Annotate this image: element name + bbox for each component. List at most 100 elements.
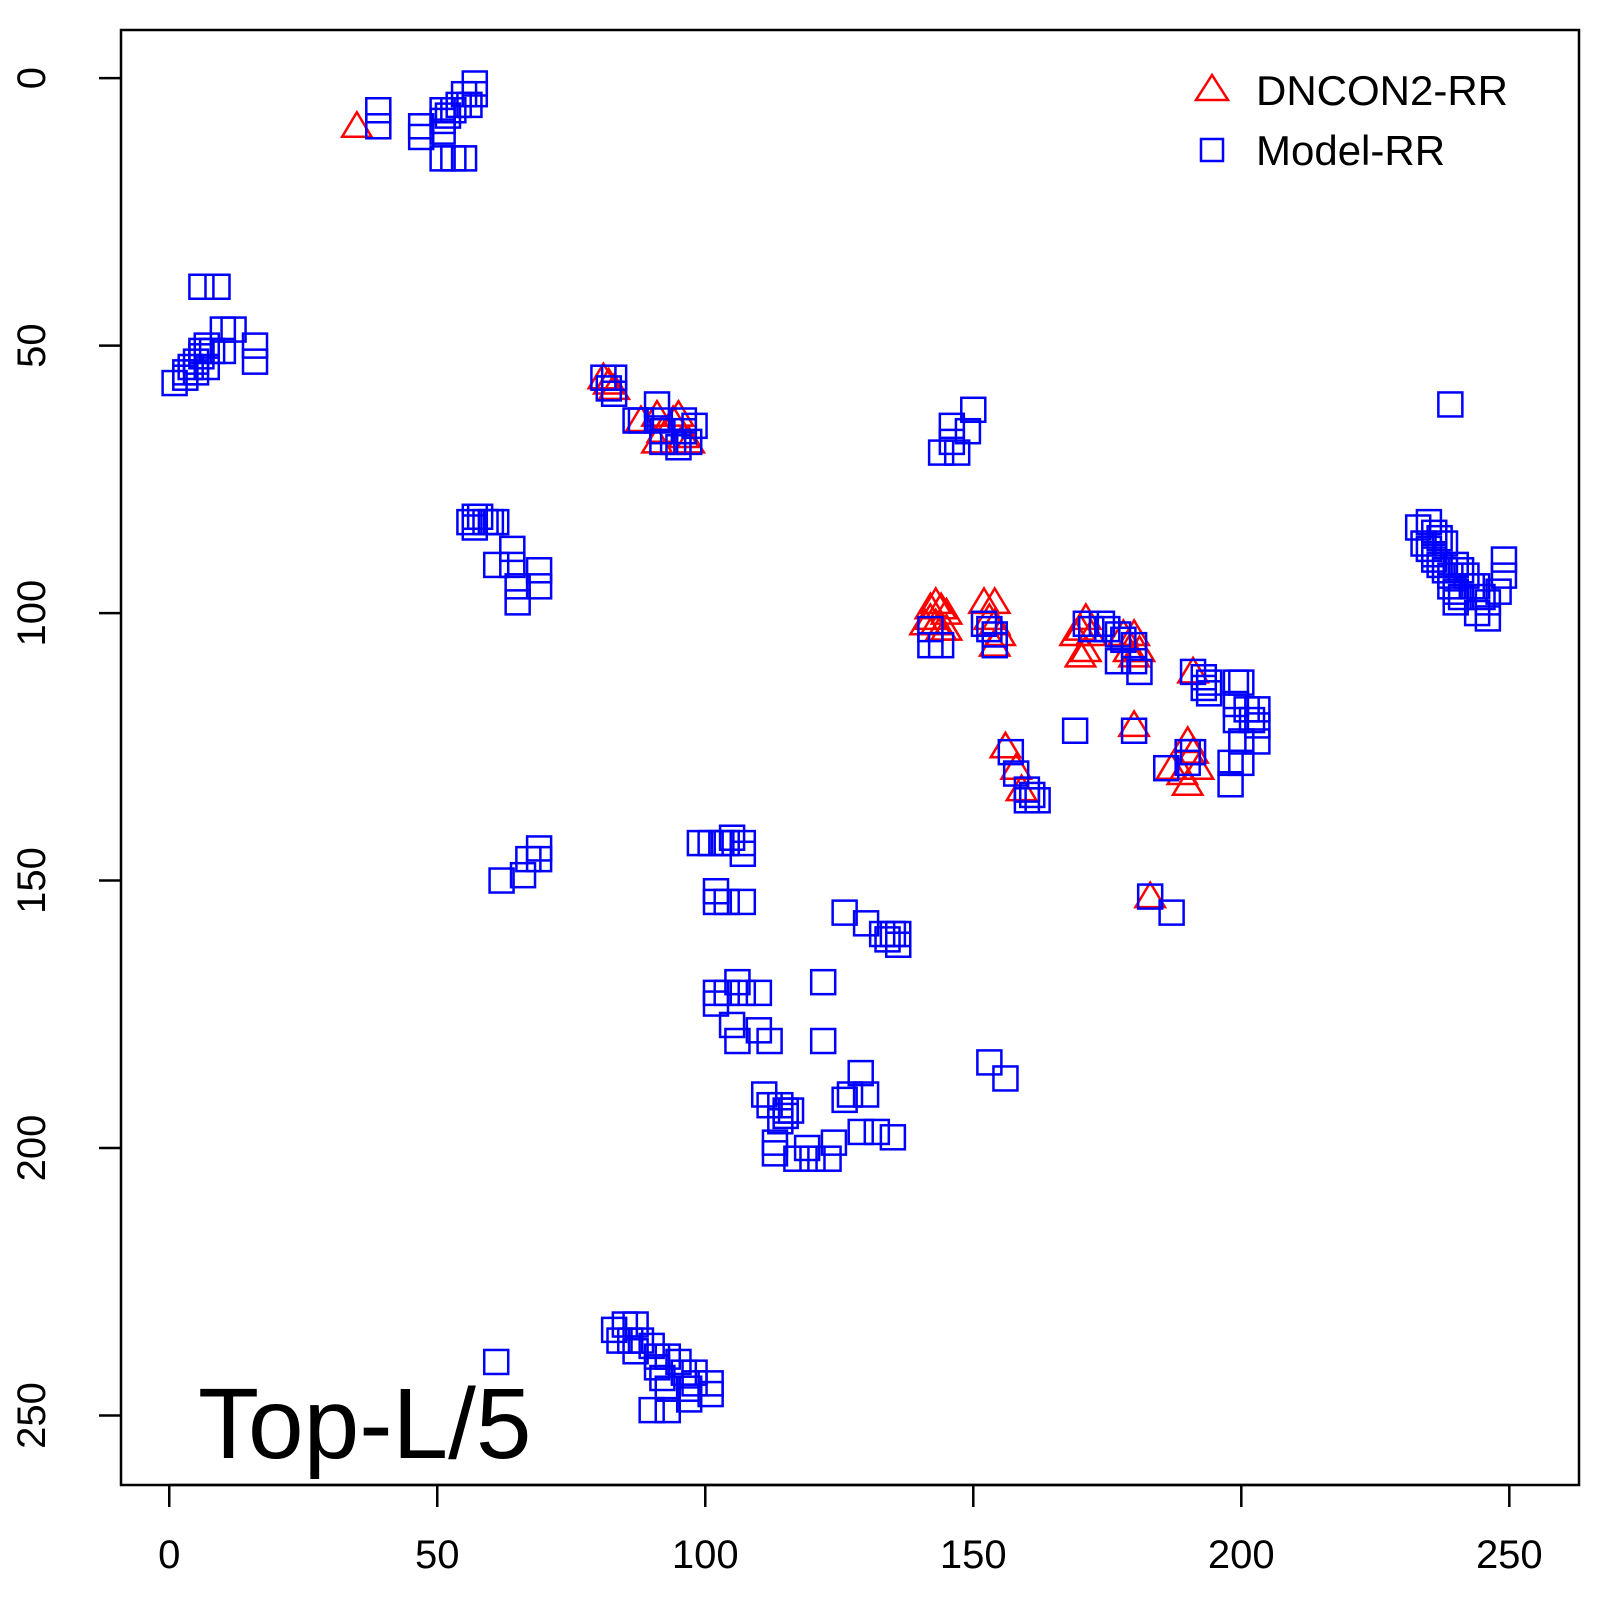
model-rr-point <box>461 514 489 541</box>
model-rr-point <box>638 1332 665 1360</box>
model-rr-point <box>1404 514 1432 541</box>
model-rr-point <box>643 1354 671 1381</box>
model-rr-point <box>675 428 703 456</box>
model-rr-point <box>761 1140 789 1167</box>
model-rr-point <box>241 332 269 359</box>
model-rr-point <box>1228 749 1255 777</box>
model-rr-point <box>1437 391 1464 418</box>
points-layer <box>161 70 1518 1424</box>
model-rr-point <box>852 910 880 937</box>
model-rr-point <box>884 931 912 958</box>
model-rr-point <box>724 1027 751 1055</box>
model-rr-point <box>365 96 392 124</box>
model-rr-point <box>1233 696 1260 723</box>
model-rr-point <box>1442 551 1469 579</box>
model-rr-point <box>809 968 837 996</box>
y-tick-label: 100 <box>10 580 54 647</box>
model-rr-point <box>461 80 489 108</box>
dncon2-rr-point <box>1117 708 1152 738</box>
model-rr-point <box>1120 631 1148 659</box>
model-rr-point <box>600 364 628 391</box>
model-rr-point <box>482 551 510 579</box>
model-rr-point <box>713 829 740 857</box>
legend-label-model: Model-RR <box>1256 127 1445 174</box>
model-rr-point <box>831 899 858 926</box>
model-rr-point <box>365 113 392 140</box>
model-rr-point <box>654 1375 681 1402</box>
model-rr-point <box>643 391 671 418</box>
model-rr-point <box>681 1370 708 1397</box>
model-rr-point <box>702 990 730 1017</box>
model-rr-point <box>600 1316 628 1344</box>
model-rr-point <box>1158 899 1185 926</box>
model-rr-point <box>525 835 553 862</box>
model-rr-point <box>515 845 542 873</box>
model-rr-point <box>847 1059 874 1087</box>
model-rr-point <box>1431 557 1459 584</box>
legend: DNCON2-RR Model-RR <box>1193 67 1508 174</box>
model-rr-point <box>852 1081 880 1108</box>
model-rr-point <box>1228 728 1255 755</box>
model-rr-point <box>1244 728 1271 755</box>
model-rr-point <box>1190 674 1218 702</box>
model-rr-point <box>1469 583 1496 611</box>
model-rr-point <box>724 968 751 996</box>
model-rr-point <box>970 610 998 638</box>
model-rr-point <box>1094 615 1121 643</box>
model-rr-point <box>938 428 966 456</box>
model-rr-point <box>622 1338 649 1365</box>
model-rr-point <box>627 407 655 434</box>
legend-triangle-marker <box>1193 72 1231 102</box>
model-rr-point <box>713 979 740 1007</box>
model-rr-point <box>1238 706 1266 734</box>
model-rr-point <box>1410 530 1437 557</box>
model-rr-point <box>654 1396 681 1424</box>
model-rr-point <box>815 1145 842 1172</box>
model-rr-point <box>1421 519 1448 547</box>
model-rr-point <box>1437 573 1464 600</box>
model-rr-point <box>161 369 188 397</box>
model-rr-point <box>1453 562 1480 589</box>
model-rr-point <box>665 1348 692 1376</box>
model-rr-point <box>1228 669 1255 696</box>
y-axis: 0 50 100 150 200 250 <box>10 67 121 1449</box>
model-rr-point <box>1002 760 1030 787</box>
model-rr-point <box>868 920 896 948</box>
dncon2-rr-point <box>1063 639 1098 668</box>
legend-label-dncon2: DNCON2-RR <box>1256 67 1508 114</box>
model-rr-point <box>407 123 435 151</box>
model-rr-point <box>927 631 955 659</box>
model-rr-point <box>622 1311 649 1338</box>
y-tick-label: 150 <box>10 847 54 914</box>
model-rr-point <box>745 1017 773 1044</box>
model-rr-point <box>960 396 987 424</box>
model-rr-point <box>713 888 740 916</box>
model-rr-point <box>241 348 269 375</box>
model-rr-point <box>1463 599 1491 627</box>
model-rr-point <box>659 428 687 456</box>
model-rr-point <box>482 508 510 536</box>
model-rr-point <box>675 1386 703 1413</box>
model-rr-point <box>1431 530 1459 557</box>
model-rr-point <box>879 920 907 948</box>
model-rr-point <box>1179 658 1207 686</box>
model-rr-point <box>209 337 237 365</box>
model-rr-point <box>954 417 982 445</box>
model-rr-point <box>499 535 526 563</box>
model-rr-point <box>193 353 221 381</box>
x-tick-label: 200 <box>1208 1533 1275 1577</box>
model-rr-point <box>670 417 698 445</box>
model-rr-point <box>649 1364 676 1392</box>
model-rr-point <box>917 615 944 643</box>
dncon2-rr-point <box>924 612 959 641</box>
model-rr-point <box>204 273 231 301</box>
plot-frame <box>119 28 1581 1487</box>
model-rr-point <box>799 1145 826 1172</box>
model-rr-point <box>997 738 1025 766</box>
model-rr-point <box>1104 621 1132 648</box>
model-rr-point <box>884 920 912 948</box>
model-rr-point <box>809 1027 837 1055</box>
model-rr-point <box>488 867 515 894</box>
model-rr-point <box>879 1124 907 1151</box>
model-rr-point <box>482 1348 510 1376</box>
